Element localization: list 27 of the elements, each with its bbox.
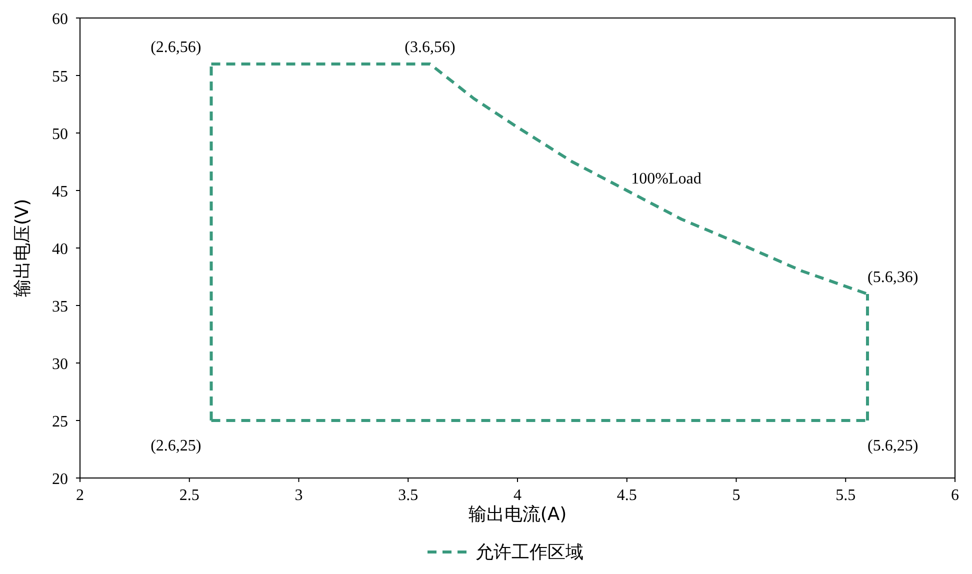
y-tick-label: 45 <box>52 184 68 200</box>
x-tick-label: 2 <box>76 487 84 504</box>
annotation: (2.6,25) <box>150 438 202 454</box>
y-tick-label: 55 <box>52 68 68 86</box>
y-tick-label: 30 <box>52 356 68 373</box>
x-tick-label: 5.5 <box>836 487 856 504</box>
annotation: 100%Load <box>631 170 702 188</box>
y-tick-label: 25 <box>52 414 68 430</box>
y-tick-label: 40 <box>52 241 68 258</box>
y-tick-label: 20 <box>52 471 68 488</box>
x-tick-label: 3.5 <box>398 487 418 504</box>
x-tick-label: 2.5 <box>179 487 200 504</box>
annotation: (3.6,56) <box>404 39 456 56</box>
x-tick-label: 6 <box>951 487 959 504</box>
annotation: (5.6,36) <box>868 269 918 286</box>
y-tick-label: 60 <box>52 11 68 28</box>
x-tick-label: 3 <box>294 487 303 504</box>
annotation: (2.6,56) <box>150 39 202 56</box>
x-axis-title: 输出电流(A) <box>468 504 567 525</box>
x-tick-label: 4 <box>514 487 522 504</box>
x-tick-label: 4.5 <box>616 487 637 504</box>
legend-label: 允许工作区域 <box>476 542 584 563</box>
y-tick-label: 50 <box>52 126 68 143</box>
x-tick-label: 5 <box>732 487 740 504</box>
y-tick-label: 35 <box>52 298 68 316</box>
y-axis-title: 输出电压(V) <box>12 198 33 298</box>
annotation: (5.6,25) <box>868 438 918 454</box>
